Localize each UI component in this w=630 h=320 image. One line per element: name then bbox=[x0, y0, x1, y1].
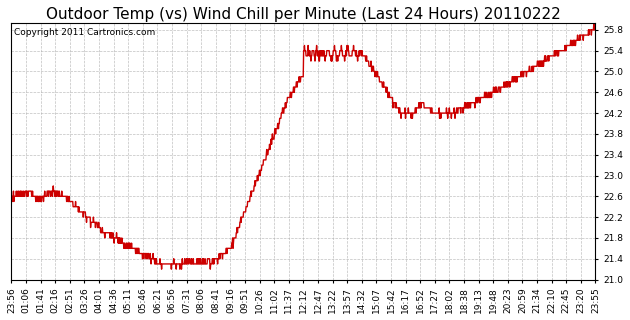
Text: Copyright 2011 Cartronics.com: Copyright 2011 Cartronics.com bbox=[14, 28, 156, 37]
Title: Outdoor Temp (vs) Wind Chill per Minute (Last 24 Hours) 20110222: Outdoor Temp (vs) Wind Chill per Minute … bbox=[46, 7, 561, 22]
